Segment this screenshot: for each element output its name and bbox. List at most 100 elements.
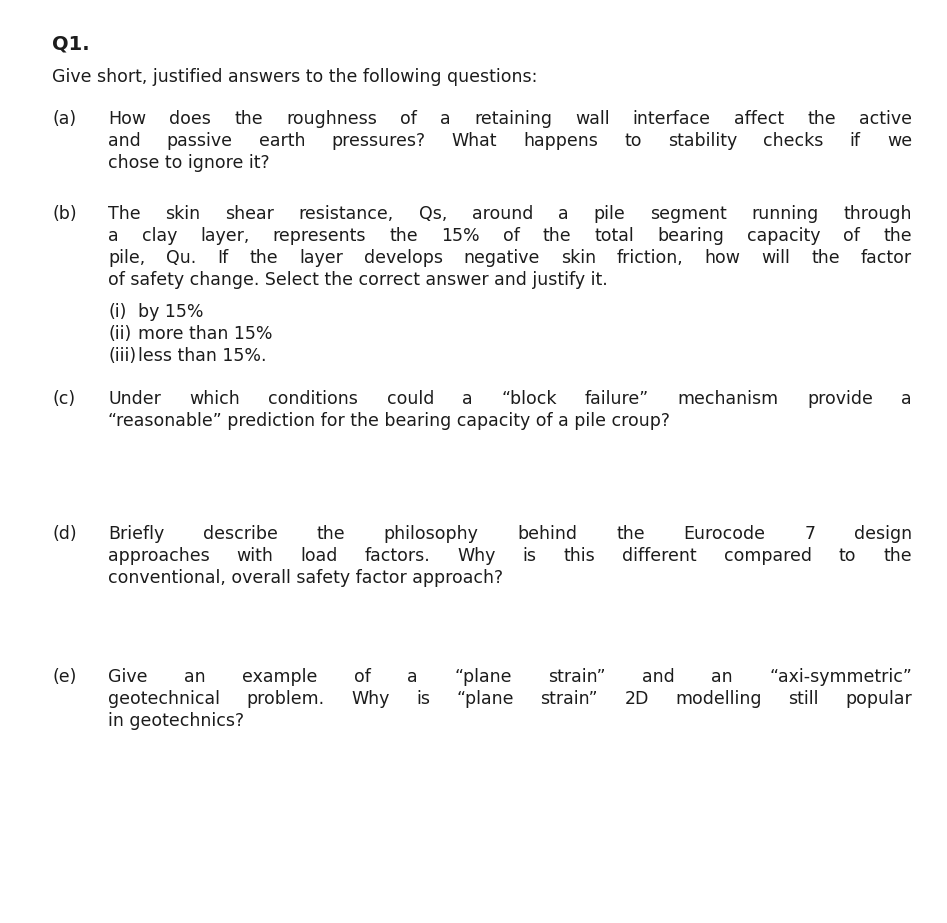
- Text: capacity: capacity: [747, 227, 820, 245]
- Text: “reasonable” prediction for the bearing capacity of a pile croup?: “reasonable” prediction for the bearing …: [108, 412, 670, 430]
- Text: behind: behind: [517, 525, 578, 543]
- Text: pressures?: pressures?: [331, 132, 425, 150]
- Text: The: The: [108, 205, 140, 223]
- Text: could: could: [386, 390, 434, 408]
- Text: provide: provide: [807, 390, 873, 408]
- Text: is: is: [416, 690, 430, 708]
- Text: describe: describe: [203, 525, 277, 543]
- Text: to: to: [839, 547, 856, 565]
- Text: through: through: [844, 205, 912, 223]
- Text: different: different: [622, 547, 697, 565]
- Text: develops: develops: [364, 249, 443, 267]
- Text: load: load: [300, 547, 338, 565]
- Text: design: design: [854, 525, 912, 543]
- Text: the: the: [616, 525, 645, 543]
- Text: segment: segment: [650, 205, 726, 223]
- Text: conventional, overall safety factor approach?: conventional, overall safety factor appr…: [108, 569, 503, 587]
- Text: does: does: [170, 110, 211, 128]
- Text: retaining: retaining: [474, 110, 552, 128]
- Text: a: a: [407, 668, 418, 686]
- Text: the: the: [316, 525, 345, 543]
- Text: represents: represents: [273, 227, 366, 245]
- Text: example: example: [241, 668, 317, 686]
- Text: factor: factor: [861, 249, 912, 267]
- Text: of: of: [354, 668, 370, 686]
- Text: Give short, justified answers to the following questions:: Give short, justified answers to the fol…: [52, 68, 537, 86]
- Text: Why: Why: [351, 690, 389, 708]
- Text: (ii): (ii): [108, 325, 132, 343]
- Text: passive: passive: [167, 132, 233, 150]
- Text: roughness: roughness: [286, 110, 377, 128]
- Text: (a): (a): [52, 110, 76, 128]
- Text: the: the: [249, 249, 278, 267]
- Text: of safety change. Select the correct answer and justify it.: of safety change. Select the correct ans…: [108, 271, 608, 289]
- Text: the: the: [807, 110, 836, 128]
- Text: of: of: [503, 227, 519, 245]
- Text: checks: checks: [763, 132, 824, 150]
- Text: a: a: [558, 205, 569, 223]
- Text: interface: interface: [633, 110, 711, 128]
- Text: which: which: [189, 390, 240, 408]
- Text: friction,: friction,: [617, 249, 684, 267]
- Text: problem.: problem.: [246, 690, 325, 708]
- Text: (c): (c): [52, 390, 75, 408]
- Text: (e): (e): [52, 668, 77, 686]
- Text: if: if: [849, 132, 861, 150]
- Text: is: is: [523, 547, 537, 565]
- Text: the: the: [543, 227, 571, 245]
- Text: layer: layer: [299, 249, 343, 267]
- Text: factors.: factors.: [365, 547, 431, 565]
- Text: an: an: [184, 668, 205, 686]
- Text: skin: skin: [166, 205, 201, 223]
- Text: layer,: layer,: [200, 227, 249, 245]
- Text: How: How: [108, 110, 146, 128]
- Text: Qs,: Qs,: [419, 205, 447, 223]
- Text: strain”: strain”: [541, 690, 598, 708]
- Text: shear: shear: [225, 205, 274, 223]
- Text: compared: compared: [724, 547, 812, 565]
- Text: the: the: [884, 547, 912, 565]
- Text: and: and: [108, 132, 141, 150]
- Text: still: still: [788, 690, 819, 708]
- Text: and: and: [642, 668, 674, 686]
- Text: wall: wall: [575, 110, 610, 128]
- Text: in geotechnics?: in geotechnics?: [108, 712, 244, 730]
- Text: earth: earth: [259, 132, 306, 150]
- Text: 15%: 15%: [440, 227, 479, 245]
- Text: with: with: [237, 547, 274, 565]
- Text: running: running: [752, 205, 819, 223]
- Text: a: a: [462, 390, 473, 408]
- Text: of: of: [400, 110, 417, 128]
- Text: how: how: [705, 249, 741, 267]
- Text: pile: pile: [594, 205, 625, 223]
- Text: active: active: [859, 110, 912, 128]
- Text: the: the: [389, 227, 418, 245]
- Text: failure”: failure”: [585, 390, 650, 408]
- Text: What: What: [452, 132, 497, 150]
- Text: 2D: 2D: [624, 690, 649, 708]
- Text: chose to ignore it?: chose to ignore it?: [108, 154, 270, 172]
- Text: approaches: approaches: [108, 547, 209, 565]
- Text: will: will: [761, 249, 791, 267]
- Text: Q1.: Q1.: [52, 34, 90, 53]
- Text: a: a: [440, 110, 451, 128]
- Text: more than 15%: more than 15%: [138, 325, 273, 343]
- Text: stability: stability: [668, 132, 737, 150]
- Text: Give: Give: [108, 668, 148, 686]
- Text: negative: negative: [464, 249, 540, 267]
- Text: strain”: strain”: [548, 668, 605, 686]
- Text: “plane: “plane: [456, 690, 514, 708]
- Text: of: of: [844, 227, 860, 245]
- Text: (i): (i): [108, 303, 126, 321]
- Text: “plane: “plane: [454, 668, 511, 686]
- Text: mechanism: mechanism: [678, 390, 778, 408]
- Text: affect: affect: [734, 110, 784, 128]
- Text: resistance,: resistance,: [299, 205, 394, 223]
- Text: Why: Why: [457, 547, 496, 565]
- Text: 7: 7: [804, 525, 815, 543]
- Text: clay: clay: [142, 227, 177, 245]
- Text: If: If: [217, 249, 228, 267]
- Text: geotechnical: geotechnical: [108, 690, 220, 708]
- Text: a: a: [108, 227, 118, 245]
- Text: Eurocode: Eurocode: [684, 525, 765, 543]
